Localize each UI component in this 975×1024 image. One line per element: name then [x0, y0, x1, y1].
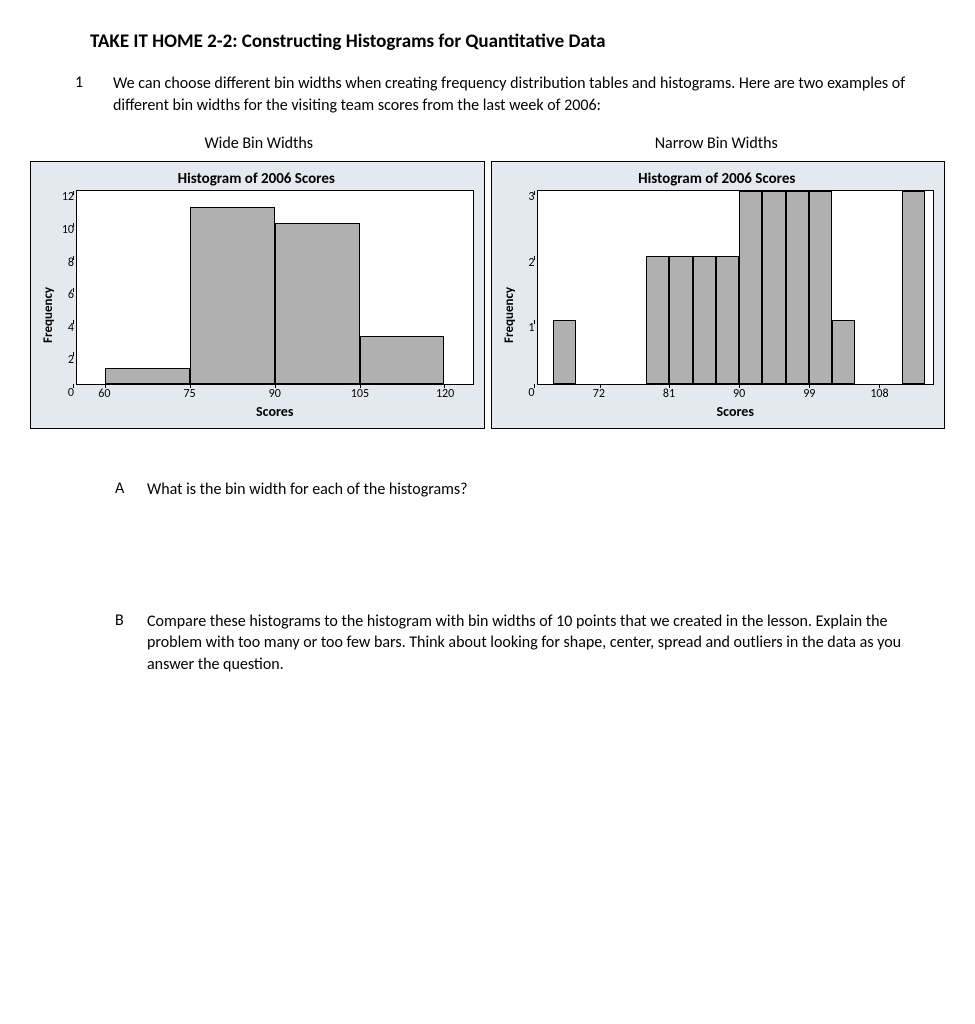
page: TAKE IT HOME 2-2: Constructing Histogram…	[0, 0, 975, 906]
x-tick: 108	[870, 387, 888, 401]
y-axis-label-right: Frequency	[500, 190, 517, 420]
plot-wrap-right: 72 81 90 99 108 Scores	[537, 190, 935, 420]
x-ticks-right: 72 81 90 99 108	[537, 385, 935, 403]
histogram-bar	[809, 191, 832, 384]
x-tick: 81	[663, 387, 675, 401]
x-tick: 120	[436, 387, 454, 401]
y-tick: 0	[528, 386, 534, 400]
histogram-bar	[553, 320, 576, 384]
histogram-bar	[902, 191, 925, 384]
x-axis-label-right: Scores	[537, 403, 935, 420]
x-tick: 105	[351, 387, 369, 401]
question-text: We can choose different bin widths when …	[113, 73, 945, 116]
chart-subtitles: Wide Bin Widths Narrow Bin Widths	[30, 134, 945, 153]
bars-left	[77, 191, 473, 384]
histogram-bar	[669, 256, 692, 385]
chart-title-left: Histogram of 2006 Scores	[39, 170, 474, 188]
histogram-bar	[716, 256, 739, 385]
x-axis-label-left: Scores	[76, 403, 474, 420]
x-tick: 99	[803, 387, 815, 401]
x-tick: 90	[269, 387, 281, 401]
x-tick: 90	[733, 387, 745, 401]
sub-question-letter: A	[115, 479, 147, 501]
subtitle-left: Wide Bin Widths	[30, 134, 488, 153]
histogram-bar	[739, 191, 762, 384]
histogram-bar	[275, 223, 360, 384]
question-number: 1	[75, 73, 113, 116]
chart-title-right: Histogram of 2006 Scores	[500, 170, 935, 188]
subtitle-right: Narrow Bin Widths	[488, 134, 946, 153]
x-ticks-left: 60 75 90 105 120	[76, 385, 474, 403]
question-1: 1 We can choose different bin widths whe…	[75, 73, 945, 116]
plot-area-left	[76, 190, 474, 385]
bars-right	[538, 191, 934, 384]
x-tick: 75	[183, 387, 195, 401]
x-tick: 72	[593, 387, 605, 401]
histogram-bar	[646, 256, 669, 385]
plot-area-right	[537, 190, 935, 385]
chart-panel-left: Histogram of 2006 Scores Frequency 12108…	[30, 161, 485, 429]
histogram-bar	[762, 191, 785, 384]
histogram-bar	[693, 256, 716, 385]
sub-question-b: B Compare these histograms to the histog…	[115, 611, 945, 676]
sub-question-letter: B	[115, 611, 147, 676]
histogram-bar	[832, 320, 855, 384]
y-axis-label-left: Frequency	[39, 190, 56, 420]
chart-body-left: Frequency 121086420 607590105120 Scores	[39, 190, 474, 420]
chart-body-right: Frequency 3210 72819099108 Scores	[500, 190, 935, 420]
plot-wrap-left: 60 75 90 105 120 Scores	[76, 190, 474, 420]
chart-panel-right: Histogram of 2006 Scores Frequency 3210 …	[491, 161, 946, 429]
sub-question-a: A What is the bin width for each of the …	[115, 479, 945, 501]
sub-question-text: Compare these histograms to the histogra…	[147, 611, 945, 676]
sub-question-text: What is the bin width for each of the hi…	[147, 479, 508, 501]
x-tick: 60	[98, 387, 110, 401]
charts-row: Histogram of 2006 Scores Frequency 12108…	[30, 161, 945, 429]
y-tick: 0	[68, 386, 74, 400]
page-title: TAKE IT HOME 2-2: Constructing Histogram…	[90, 30, 945, 53]
histogram-bar	[786, 191, 809, 384]
histogram-bar	[360, 336, 445, 384]
histogram-bar	[190, 207, 275, 384]
histogram-bar	[105, 368, 190, 384]
